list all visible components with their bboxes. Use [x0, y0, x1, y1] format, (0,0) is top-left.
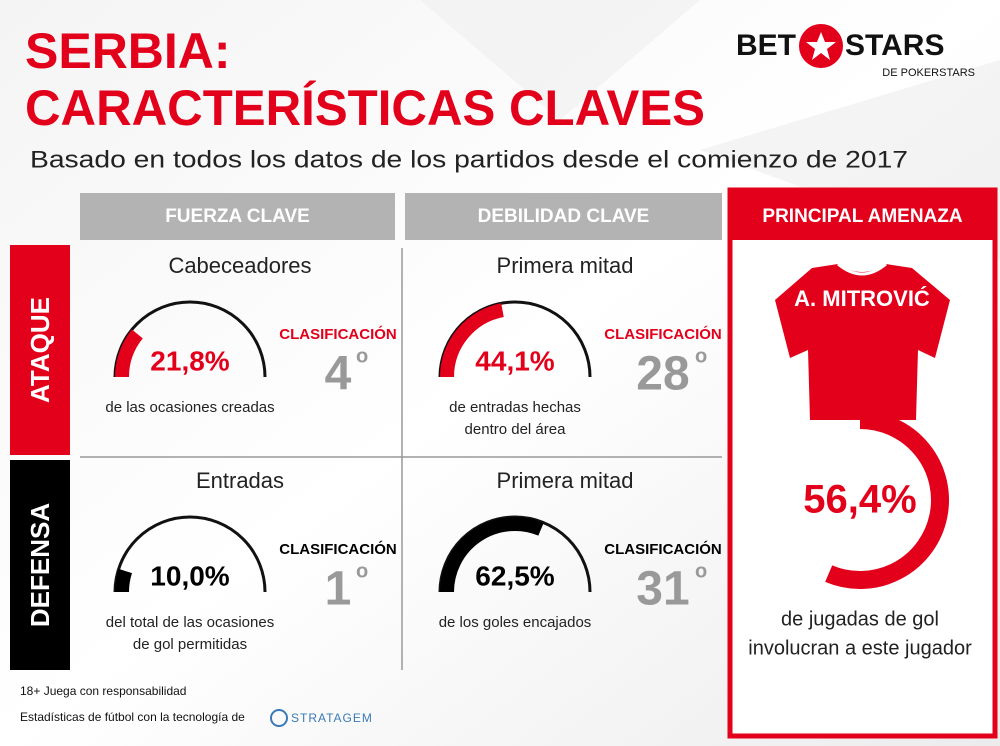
column-header-box — [80, 193, 395, 240]
gauge-track — [113, 515, 267, 593]
cell-description: de los goles encajados — [439, 614, 592, 631]
stratagem-icon — [270, 709, 288, 727]
threat-description: involucran a este jugador — [748, 637, 972, 659]
gauge-value — [440, 517, 544, 593]
rank: 4 — [325, 348, 352, 401]
subtitle: Basado en todos los datos de los partido… — [30, 146, 908, 173]
logo-star — [806, 32, 836, 60]
cell-title: Primera mitad — [497, 468, 634, 493]
gauge-value — [115, 329, 143, 378]
footer-credit: Estadísticas de fútbol con la tecnología… — [20, 710, 245, 724]
logo-tagline: DE POKERSTARS — [882, 67, 975, 79]
column-header-box — [405, 193, 722, 240]
footer-note: 18+ Juega con responsabilidad — [20, 684, 186, 698]
rank: 28 — [636, 348, 689, 401]
cell-value: 44,1% — [475, 345, 554, 376]
column-header: PRINCIPAL AMENAZA — [762, 206, 962, 227]
cell-title: Entradas — [196, 468, 284, 493]
column-header-box — [730, 190, 995, 240]
cell-description: de entradas hechas — [449, 399, 581, 416]
shirt-collar — [837, 262, 887, 276]
gauge-value — [115, 568, 133, 593]
row-label-box — [10, 460, 70, 670]
cell-title: Primera mitad — [497, 253, 634, 278]
rank-label: CLASIFICACIÓN — [604, 540, 722, 558]
threat-value: 56,4% — [803, 478, 916, 522]
rank-label: CLASIFICACIÓN — [279, 325, 397, 343]
threat-gauge — [825, 411, 949, 589]
rank-label: CLASIFICACIÓN — [604, 325, 722, 343]
gauge-value — [440, 303, 505, 378]
column-header: DEBILIDAD CLAVE — [478, 206, 650, 227]
rank-suffix: o — [695, 345, 707, 367]
logo-text: BET — [736, 29, 796, 62]
cell-value: 21,8% — [150, 345, 229, 376]
rank-label: CLASIFICACIÓN — [279, 540, 397, 558]
cell-description: del total de las ocasiones — [106, 614, 274, 631]
rank: 1 — [325, 563, 352, 616]
row-label: DEFENSA — [25, 503, 55, 627]
cell-value: 10,0% — [150, 560, 229, 591]
footer-brand: STRATAGEM — [291, 711, 373, 725]
logo-text: STARS — [845, 29, 944, 62]
rank-suffix: o — [356, 345, 368, 367]
bg-shape — [420, 0, 700, 120]
rank-suffix: o — [695, 560, 707, 582]
cell-value: 62,5% — [475, 560, 554, 591]
row-label-box — [10, 245, 70, 455]
title: CARACTERÍSTICAS CLAVES — [25, 80, 705, 136]
row-label: ATAQUE — [25, 297, 55, 403]
shirt — [775, 264, 950, 420]
rank-suffix: o — [356, 560, 368, 582]
cell-description: de gol permitidas — [133, 636, 247, 653]
cell-description: dentro del área — [465, 421, 567, 438]
cell-title: Cabeceadores — [168, 253, 311, 278]
cell-description: de las ocasiones creadas — [105, 399, 274, 416]
threat-description: de jugadas de gol — [781, 608, 939, 630]
player-name: A. MITROVIĆ — [794, 286, 930, 311]
column-header: FUERZA CLAVE — [165, 206, 310, 227]
title: SERBIA: — [25, 23, 231, 79]
rank: 31 — [636, 563, 689, 616]
